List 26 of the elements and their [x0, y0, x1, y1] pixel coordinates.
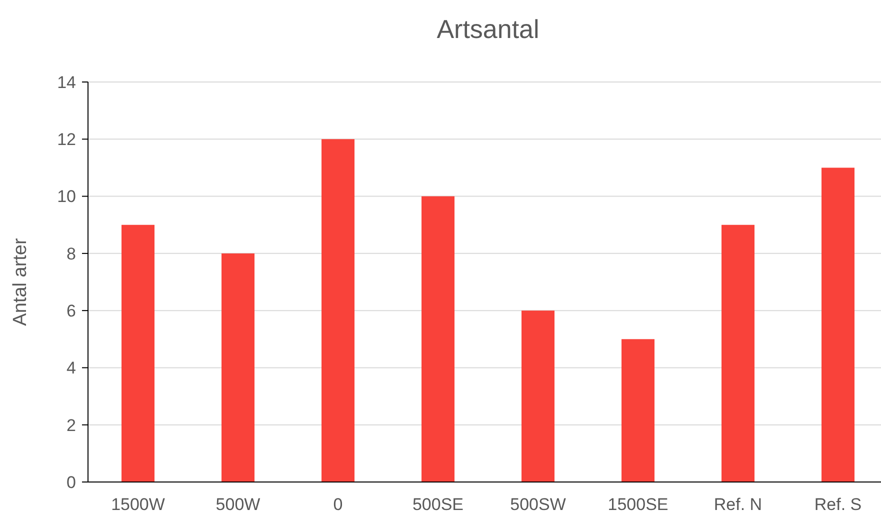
y-tick-label: 12: [57, 130, 76, 150]
x-tick-label: 1500SE: [608, 495, 668, 514]
bar: [822, 168, 854, 482]
y-tick-label: 8: [66, 244, 76, 264]
y-tick-label: 10: [57, 187, 76, 206]
bar: [622, 339, 654, 482]
bar: [122, 224, 154, 482]
y-tick-label: 14: [57, 72, 76, 92]
y-tick-label: 6: [66, 302, 76, 321]
x-tick-label: 500SE: [412, 495, 464, 514]
x-tick-label: Ref. N: [714, 495, 762, 514]
bar: [722, 224, 754, 482]
x-tick-label: 0: [333, 495, 343, 514]
x-tick-label: 500W: [216, 495, 260, 514]
bar: [222, 253, 254, 482]
bar: [422, 196, 454, 482]
x-tick-label: 500SW: [510, 495, 566, 514]
x-tick-label: Ref. S: [814, 495, 862, 514]
y-tick-label: 4: [66, 358, 76, 378]
y-axis-title: Antal arter: [10, 238, 31, 326]
bar: [522, 310, 554, 482]
y-tick-label: 2: [66, 416, 76, 435]
bar: [322, 139, 354, 482]
x-tick-label: 1500W: [111, 495, 165, 514]
chart-title: Artsantal: [436, 14, 540, 44]
y-tick-label: 0: [66, 472, 76, 492]
